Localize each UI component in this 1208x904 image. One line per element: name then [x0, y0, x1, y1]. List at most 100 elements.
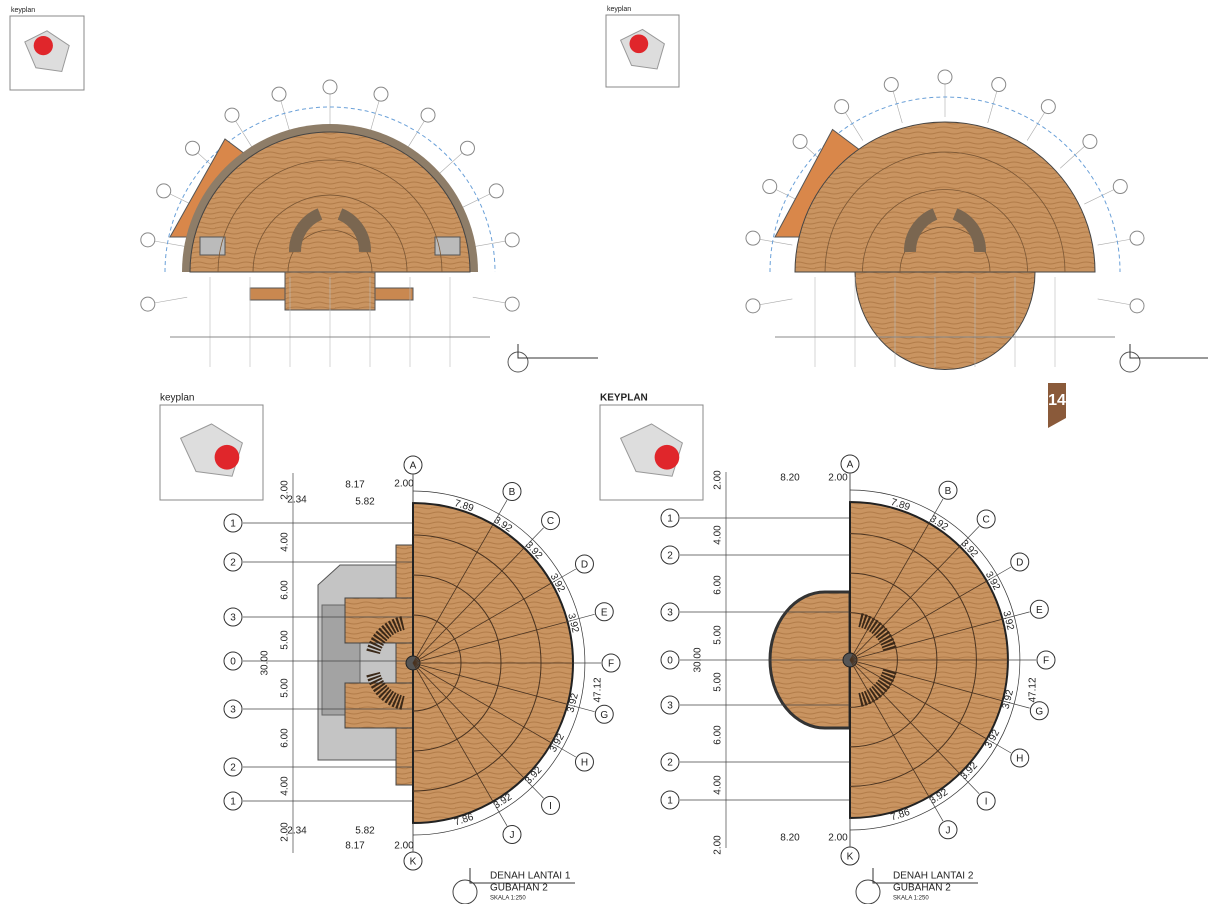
- grid-bubble: [420, 107, 436, 123]
- row-label: 0: [667, 656, 673, 667]
- row-label: 1: [230, 519, 236, 530]
- column-label: E: [1036, 605, 1043, 616]
- column-bubble: [938, 480, 958, 500]
- column-label: I: [549, 801, 552, 812]
- dimension-label: 5.00: [713, 672, 724, 692]
- column-bubble: [541, 511, 561, 531]
- row-bubble: [660, 545, 680, 565]
- radial-line: [412, 547, 525, 664]
- stair: [289, 208, 323, 253]
- row-bubble: [223, 552, 243, 572]
- column-label: H: [581, 758, 588, 769]
- stair: [952, 208, 986, 253]
- radial-line: [849, 522, 930, 661]
- dimension-label: 3.92: [565, 612, 580, 634]
- column-bubble: [1010, 552, 1030, 572]
- column-label: D: [581, 560, 588, 571]
- dimension-label: 5.82: [355, 497, 375, 508]
- row-bubble: [660, 602, 680, 622]
- column-bubble: [403, 851, 423, 871]
- dimension-label: 4.00: [713, 525, 724, 545]
- keyplan-marker: [629, 34, 649, 54]
- keyplan-label: keyplan: [607, 6, 631, 13]
- row-label: 3: [230, 705, 236, 716]
- floor: [794, 121, 1096, 273]
- column-leader: [492, 801, 508, 826]
- grid-bubble: [504, 232, 520, 248]
- row-bubble: [660, 752, 680, 772]
- row-label: 3: [230, 613, 236, 624]
- keyplan-marker: [33, 35, 53, 56]
- column-leader: [551, 568, 576, 584]
- column-leader: [959, 773, 980, 795]
- column-bubble: [574, 752, 594, 772]
- grid-bubble: [834, 99, 850, 115]
- stair: [858, 668, 897, 707]
- stair: [366, 616, 405, 655]
- keyplan-label: keyplan: [160, 393, 194, 404]
- column-bubble: [938, 820, 958, 840]
- column-bubble: [574, 554, 594, 574]
- dimension-arc: [769, 96, 1121, 273]
- grid-bubble: [1129, 230, 1145, 246]
- plan-scale: SKALA 1:250: [893, 896, 929, 902]
- row-label: 2: [667, 758, 673, 769]
- row-bubble: [660, 790, 680, 810]
- grid-bubble: [1112, 179, 1128, 195]
- north-symbol: [452, 879, 478, 904]
- column-label: B: [509, 487, 516, 498]
- radial-line: [849, 546, 961, 661]
- radial-line: [849, 618, 1003, 661]
- dimension-label: 2.00: [713, 470, 724, 490]
- column-bubble: [840, 846, 860, 866]
- column-label: F: [608, 659, 614, 670]
- column-label: K: [847, 852, 854, 863]
- row-bubble: [223, 607, 243, 627]
- radial-line: [412, 662, 525, 779]
- column-leader: [1002, 700, 1030, 709]
- grid-bubble: [504, 296, 520, 312]
- dimension-label: 3.92: [566, 692, 581, 714]
- row-bubble: [223, 513, 243, 533]
- column-bubble: [594, 602, 614, 622]
- dimension-label: 2.34: [287, 826, 307, 837]
- dimension-label: 4.00: [280, 776, 291, 796]
- plan-title: DENAH LANTAI 1: [490, 871, 571, 882]
- title-rule: [1129, 344, 1208, 359]
- stair: [366, 671, 405, 710]
- inner-ring: [287, 229, 373, 273]
- column-label: A: [410, 461, 417, 472]
- radial-line: [849, 659, 961, 774]
- grid-bubble: [140, 296, 156, 312]
- grid-bubble: [1040, 99, 1056, 115]
- column-bubble: [1010, 748, 1030, 768]
- dimension-label: 30.00: [693, 647, 704, 672]
- row-label: 2: [230, 558, 236, 569]
- keyplan-marker: [214, 444, 240, 470]
- row-bubble: [660, 695, 680, 715]
- grid-bubble: [459, 140, 475, 156]
- dimension-label: 2.00: [828, 473, 848, 484]
- inner-ring: [252, 194, 408, 273]
- row-label: 0: [230, 657, 236, 668]
- column-leader: [523, 527, 544, 549]
- stair: [337, 208, 371, 253]
- dimension-label: 5.00: [280, 630, 291, 650]
- column-label: H: [1016, 754, 1023, 765]
- dimension-label: 6.00: [713, 725, 724, 745]
- row-bubble: [660, 650, 680, 670]
- column-label: B: [945, 486, 952, 497]
- column-leader: [567, 704, 595, 712]
- column-label: G: [600, 710, 608, 721]
- plan-subtitle: GUBAHAN 2: [893, 883, 951, 894]
- grey-room: [434, 236, 461, 256]
- row-bubble: [223, 757, 243, 777]
- grid-bubble: [937, 69, 953, 85]
- row-label: 1: [667, 514, 673, 525]
- column-label: C: [547, 516, 554, 527]
- column-label: J: [946, 825, 951, 836]
- grid-bubble: [322, 79, 338, 95]
- column-leader: [928, 498, 944, 524]
